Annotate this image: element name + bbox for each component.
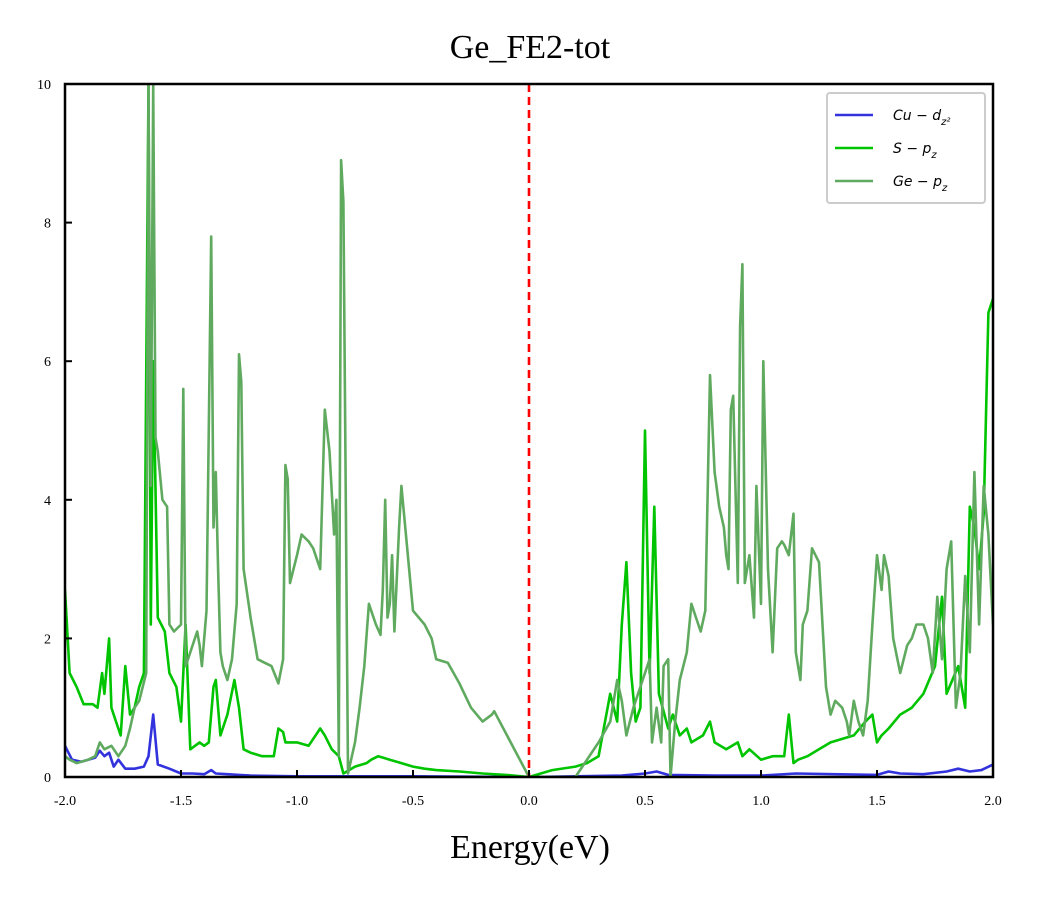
x-tick-label: 2.0 (984, 794, 1002, 809)
y-tick-label: 4 (44, 494, 51, 509)
x-tick-label: -1.5 (170, 794, 192, 809)
legend-label-2: Ge − pz (893, 174, 948, 194)
y-tick-label: 8 (44, 217, 51, 232)
series-line-1 (65, 84, 993, 777)
legend-subscript-1: z (930, 150, 937, 161)
y-tick-label: 10 (37, 78, 51, 93)
legend-box (826, 92, 986, 204)
legend-subscript-2: z (941, 183, 948, 194)
y-tick-label: 2 (44, 632, 51, 647)
x-tick-label: -2.0 (54, 794, 76, 809)
series-line-2 (65, 84, 993, 777)
axes: -2.0 -1.5 -1.0 -0.5 0.0 0.5 1.0 1.5 2.0 0 2 4 6 8 10 (37, 78, 1002, 809)
x-tick-label: 0.0 (520, 794, 538, 809)
legend-label-0: Cu − dz² (893, 108, 950, 128)
x-tick-label: 1.5 (868, 794, 886, 809)
y-tick-label: 6 (44, 355, 51, 370)
chart-title: Ge_FE2-tot (450, 29, 611, 66)
x-axis-label: Energy(eV) (450, 829, 610, 866)
x-tick-label: -0.5 (402, 794, 424, 809)
y-tick-label: 0 (44, 771, 51, 786)
legend-subscript-0: z² (940, 117, 950, 128)
plot-area (65, 84, 993, 777)
legend: Cu − dz² S − pz Ge − pz (826, 92, 986, 204)
series-line-0 (65, 713, 993, 777)
x-tick-label: 0.5 (636, 794, 654, 809)
x-tick-label: -1.0 (286, 794, 308, 809)
x-tick-label: 1.0 (752, 794, 770, 809)
legend-label-1: S − pz (893, 141, 937, 161)
